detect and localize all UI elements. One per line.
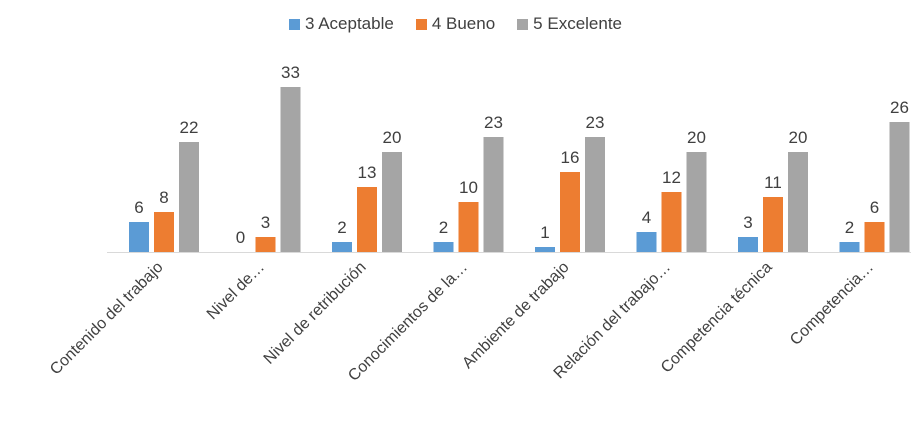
bar-2-3 (357, 187, 377, 252)
data-label: 20 (789, 128, 808, 147)
bar-2-1 (154, 212, 174, 252)
data-label: 10 (459, 178, 478, 197)
data-label: 12 (662, 168, 681, 187)
bar-1-1 (129, 222, 149, 252)
bar-3-7 (788, 152, 808, 252)
bar-2-7 (763, 197, 783, 252)
category-tick-label: Nivel de… (204, 259, 268, 323)
data-label: 3 (743, 213, 752, 232)
chart-legend: 3 Aceptable 4 Bueno 5 Excelente (0, 14, 911, 34)
data-label: 6 (870, 198, 879, 217)
bar-1-7 (738, 237, 758, 252)
data-label: 33 (281, 63, 300, 82)
legend-item-aceptable: 3 Aceptable (288, 14, 394, 34)
bar-2-4 (458, 202, 479, 252)
category-tick-label: Ambiente de trabajo (459, 259, 572, 372)
data-label: 26 (890, 98, 909, 117)
bar-1-6 (636, 232, 657, 252)
legend-label-aceptable: 3 Aceptable (304, 14, 394, 33)
data-label: 4 (642, 208, 651, 227)
category-tick-label: Conocimientos de la… (345, 259, 471, 385)
category-tick-label: Nivel de retribución (261, 259, 370, 368)
bar-3-8 (889, 122, 910, 252)
legend-item-excelente: 5 Excelente (517, 14, 622, 34)
bar-1-5 (535, 247, 555, 252)
legend-swatch-excelente (517, 18, 529, 30)
legend-label-excelente: 5 Excelente (533, 14, 623, 33)
bar-3-6 (686, 152, 707, 252)
bar-1-8 (839, 242, 860, 252)
data-label: 11 (764, 173, 782, 192)
data-label: 13 (358, 163, 377, 182)
data-label: 8 (159, 188, 168, 207)
bar-1-4 (433, 242, 454, 252)
data-label: 23 (586, 113, 605, 132)
data-label: 1 (540, 223, 549, 242)
category-tick-label: Relación del trabajo… (551, 259, 674, 382)
data-label: 20 (383, 128, 402, 147)
bar-2-2 (255, 237, 276, 252)
data-label: 22 (180, 118, 199, 137)
bar-2-5 (560, 172, 580, 252)
data-label: 2 (845, 218, 854, 237)
bar-3-3 (382, 152, 402, 252)
data-label: 23 (484, 113, 503, 132)
data-label: 3 (261, 213, 270, 232)
bar-1-3 (332, 242, 352, 252)
bar-3-1 (179, 142, 199, 252)
legend-item-bueno: 4 Bueno (415, 14, 496, 34)
legend-swatch-bueno (415, 18, 427, 30)
legend-label-bueno: 4 Bueno (431, 14, 496, 33)
data-label: 0 (236, 228, 245, 247)
bar-3-2 (280, 87, 301, 252)
category-tick-label: Competencia técnica (658, 259, 776, 377)
category-tick-label: Contenido del trabajo (47, 259, 167, 379)
data-label: 2 (337, 218, 346, 237)
data-label: 20 (687, 128, 706, 147)
bar-3-5 (585, 137, 605, 252)
bar-3-4 (483, 137, 504, 252)
data-label: 16 (561, 148, 580, 167)
bar-2-8 (864, 222, 885, 252)
data-label: 6 (134, 198, 143, 217)
category-tick-label: Competencia… (787, 259, 877, 349)
data-label: 2 (439, 218, 448, 237)
bar-2-6 (661, 192, 682, 252)
legend-swatch-aceptable (288, 18, 300, 30)
